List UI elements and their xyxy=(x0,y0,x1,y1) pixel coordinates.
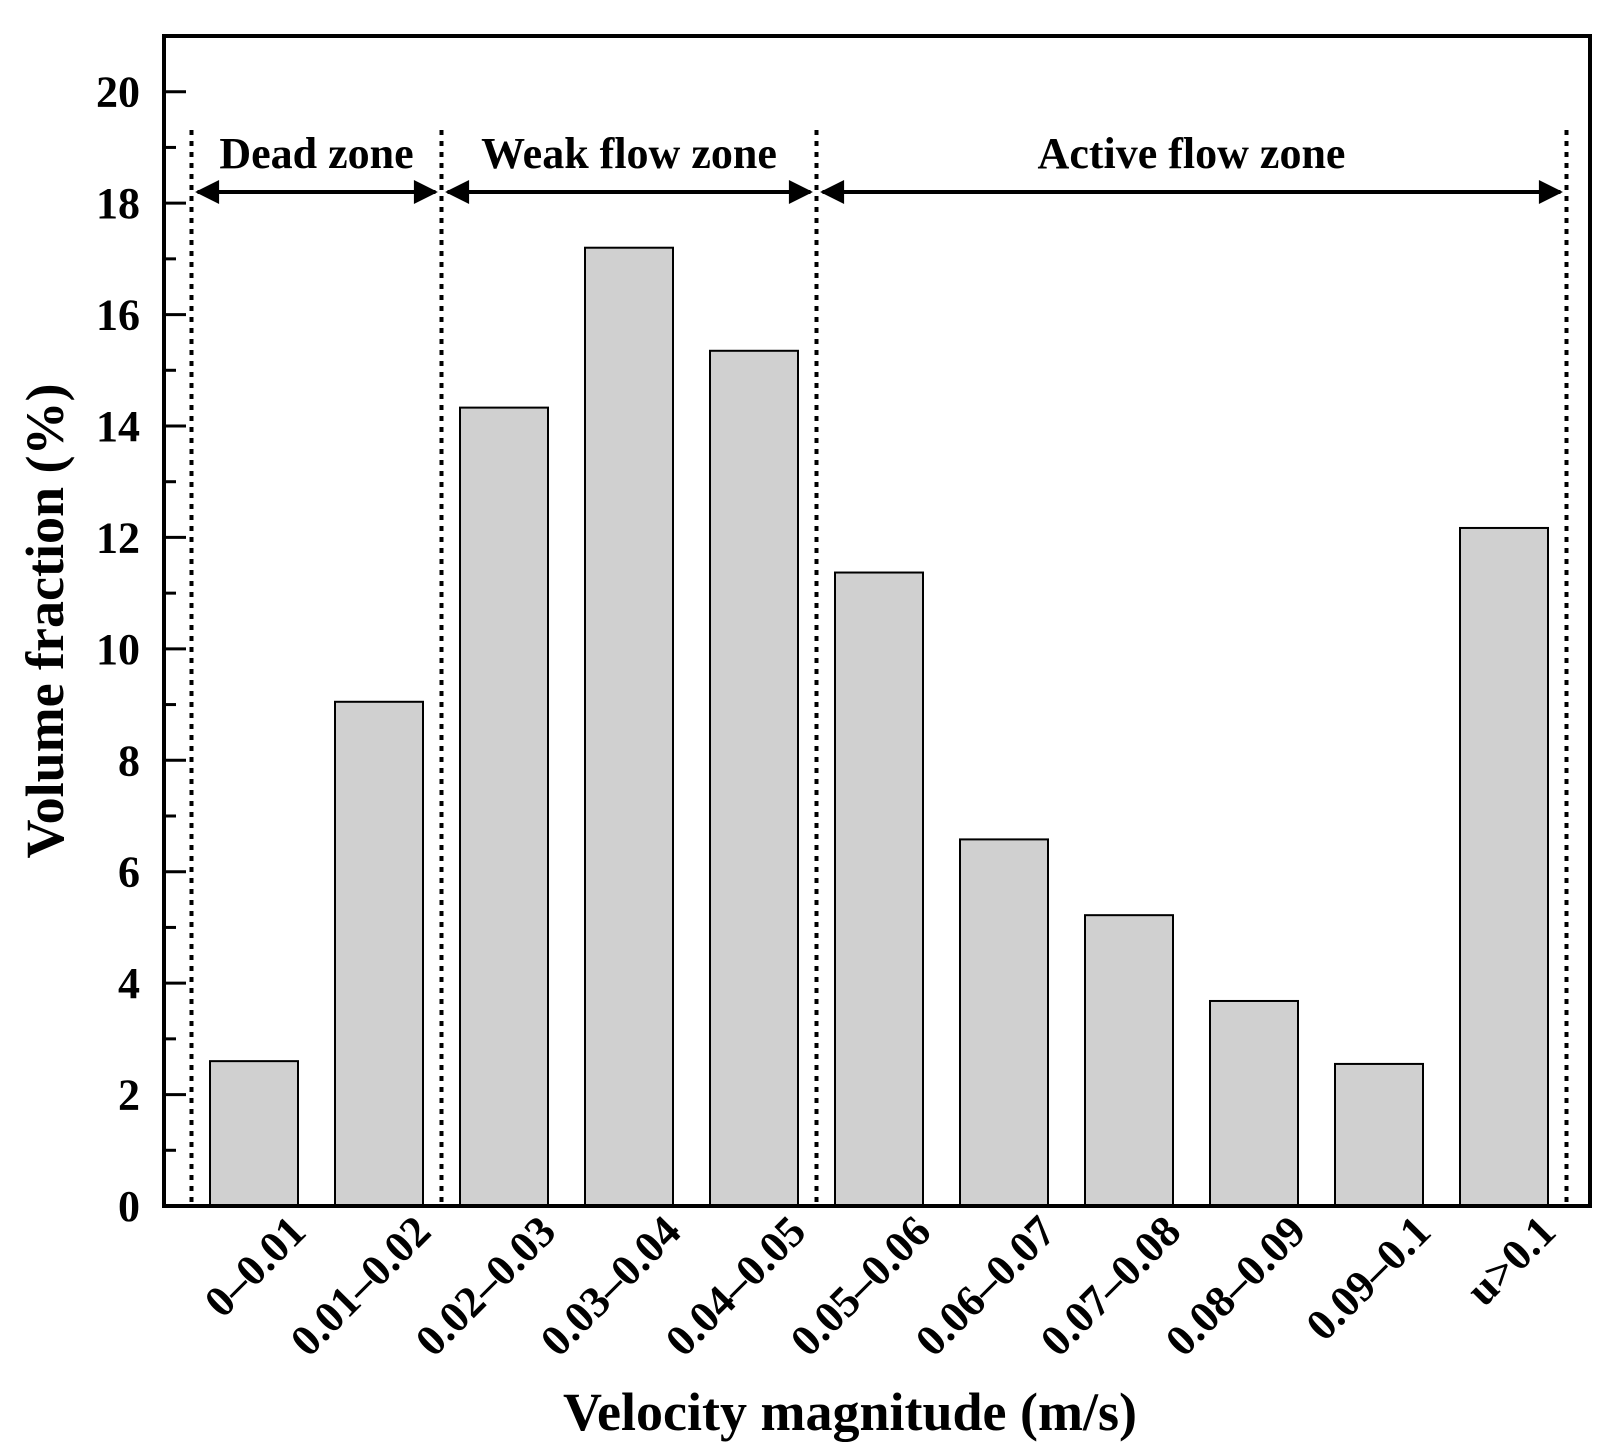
zone-label-2: Active flow zone xyxy=(1038,129,1346,178)
zone-label-0: Dead zone xyxy=(219,129,413,178)
x-tick-label-0: 0–0.01 xyxy=(195,1206,315,1326)
bar-10 xyxy=(1459,526,1549,1207)
y-tick-label: 0 xyxy=(118,1182,140,1231)
y-tick-label: 2 xyxy=(118,1071,140,1120)
y-tick-label: 12 xyxy=(96,513,140,562)
y-axis-title: Volume fraction (%) xyxy=(15,384,75,859)
bar-2 xyxy=(459,406,549,1208)
bar-7 xyxy=(1084,914,1174,1208)
bar-0 xyxy=(209,1060,299,1207)
bar-3 xyxy=(584,246,674,1207)
bar-8 xyxy=(1209,999,1299,1207)
plot-area-frame xyxy=(162,34,1592,1208)
bar-5 xyxy=(834,571,924,1207)
y-axis-ticks: 0 2 4 6 8 10 12 14 16 18 20 xyxy=(96,68,186,1231)
x-axis-title: Velocity magnitude (m/s) xyxy=(563,1382,1137,1442)
y-tick-label: 4 xyxy=(118,959,140,1008)
y-tick-label: 18 xyxy=(96,179,140,228)
zone-annotations: Dead zone Weak flow zone Active flow zone xyxy=(189,129,1569,1206)
x-axis-tick-labels: 0–0.010.01–0.020.02–0.030.03–0.040.04–0.… xyxy=(195,1206,1565,1365)
bars-layer xyxy=(209,246,1549,1208)
x-tick-label-8: 0.08–0.09 xyxy=(1156,1206,1315,1365)
y-tick-label: 14 xyxy=(96,402,140,451)
bar-1 xyxy=(334,700,424,1207)
bar-9 xyxy=(1334,1062,1424,1208)
y-tick-label: 8 xyxy=(118,736,140,785)
y-tick-label: 10 xyxy=(96,625,140,674)
bar-4 xyxy=(709,349,799,1207)
y-tick-label: 20 xyxy=(96,68,140,117)
bar-6 xyxy=(959,838,1049,1208)
y-tick-label: 6 xyxy=(118,848,140,897)
y-tick-label: 16 xyxy=(96,291,140,340)
zone-label-1: Weak flow zone xyxy=(481,129,777,178)
x-tick-label-9: 0.09–0.1 xyxy=(1297,1206,1441,1350)
x-tick-label-10: u>0.1 xyxy=(1456,1206,1565,1315)
